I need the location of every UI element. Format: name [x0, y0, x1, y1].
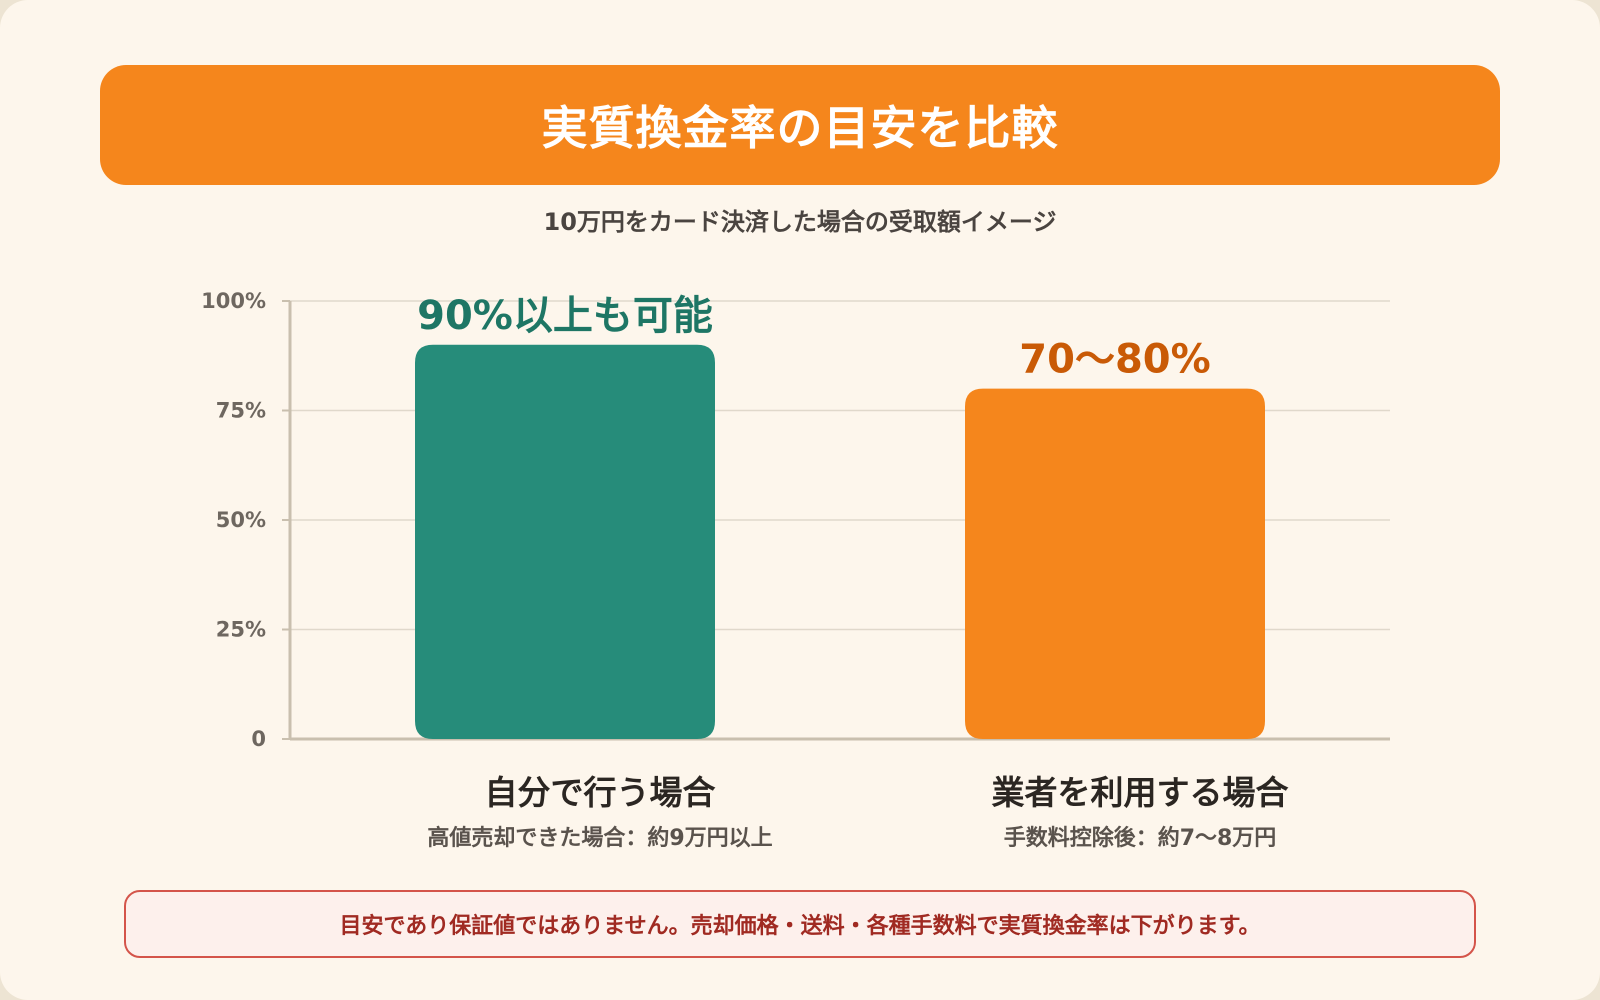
value-label-vendor: 70〜80%: [1019, 337, 1210, 383]
category-label-self: 自分で行う場合: [484, 773, 716, 812]
y-tick-label: 100%: [201, 289, 266, 313]
bar-self: [415, 344, 715, 739]
chart-title: 実質換金率の目安を比較: [541, 101, 1059, 155]
y-tick-label: 50%: [216, 508, 266, 532]
category-note-vendor: 手数料控除後：約7〜8万円: [1003, 826, 1277, 851]
y-tick-label: 0: [251, 727, 266, 751]
category-note-self: 高値売却できた場合：約9万円以上: [427, 826, 773, 851]
disclaimer-text: 目安であり保証値ではありません。売却価格・送料・各種手数料で実質換金率は下がりま…: [339, 914, 1261, 939]
bar-vendor: [965, 388, 1265, 739]
category-label-vendor: 業者を利用する場合: [991, 773, 1289, 812]
y-tick-label: 25%: [216, 618, 266, 642]
value-label-self: 90%以上も可能: [417, 293, 713, 339]
disclaimer-box: 目安であり保証値ではありません。売却価格・送料・各種手数料で実質換金率は下がりま…: [124, 890, 1476, 958]
chart-subtitle: 10万円をカード決済した場合の受取額イメージ: [543, 208, 1057, 236]
title-banner: 実質換金率の目安を比較: [100, 65, 1500, 185]
y-tick-label: 75%: [216, 399, 266, 423]
